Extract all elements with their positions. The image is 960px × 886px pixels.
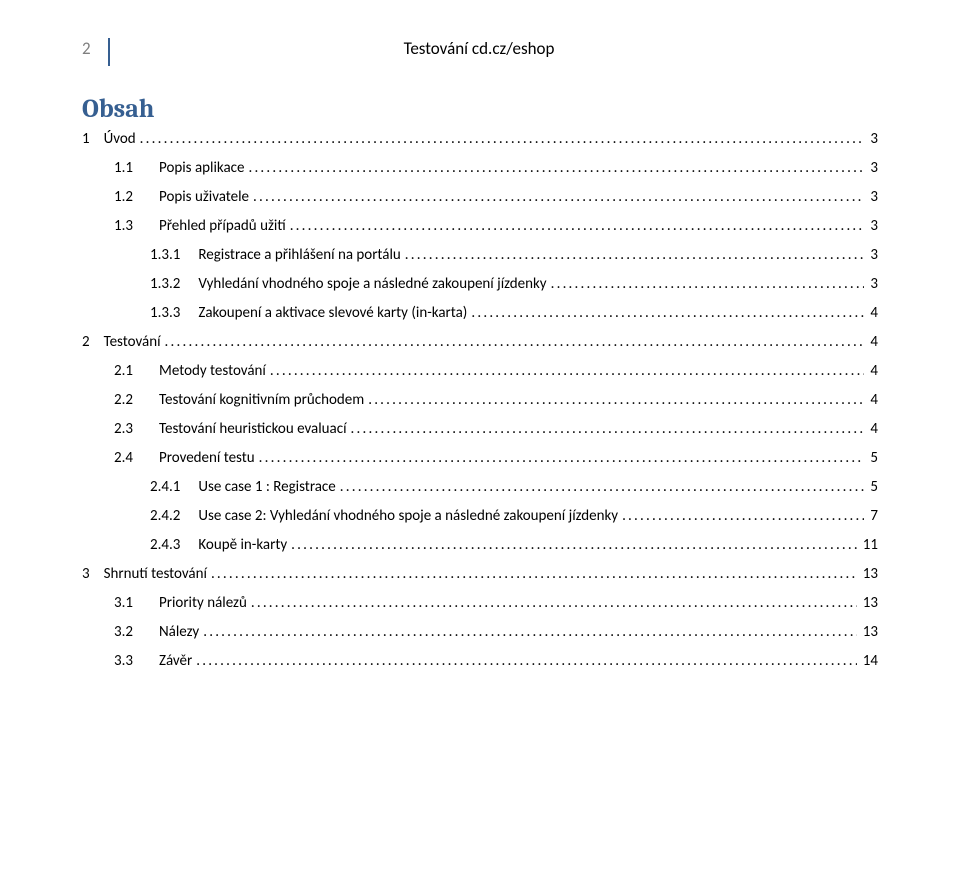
toc-entry-page: 5 — [868, 480, 878, 495]
toc-entry[interactable]: 2.4.2 Use case 2: Vyhledání vhodného spoj… — [82, 509, 878, 524]
toc-entry-page: 3 — [868, 132, 878, 147]
toc-entry-page: 4 — [868, 364, 878, 379]
toc-entry-title: Zakoupení a aktivace slevové karty (in-k… — [198, 306, 467, 321]
toc-entry-title: Use case 1 : Registrace — [198, 480, 335, 495]
toc-entry[interactable]: 2.3 Testování heuristickou evaluací 4 — [82, 422, 878, 437]
toc-leader-dots — [368, 393, 864, 408]
toc-entry-number: 2.3 — [114, 422, 133, 437]
toc-leader-dots — [196, 654, 857, 669]
toc-entry-number: 1.1 — [114, 161, 133, 176]
toc-entry-title: Úvod — [104, 132, 136, 147]
toc-entry-page: 4 — [868, 306, 878, 321]
toc-leader-dots — [340, 480, 865, 495]
toc-entry[interactable]: 3.1 Priority nálezů 13 — [82, 596, 878, 611]
toc-entry-number: 2.2 — [114, 393, 133, 408]
toc-leader-dots — [253, 190, 864, 205]
toc-leader-dots — [251, 596, 857, 611]
toc-entry-number: 2 — [82, 335, 90, 350]
toc-entry-number: 3 — [82, 567, 90, 582]
toc-leader-dots — [270, 364, 865, 379]
toc-entry-number: 3.1 — [114, 596, 133, 611]
toc-entry[interactable]: 1.1 Popis aplikace 3 — [82, 161, 878, 176]
toc-entry-page: 3 — [868, 190, 878, 205]
toc-entry[interactable]: 1.3.3 Zakoupení a aktivace slevové karty … — [82, 306, 878, 321]
toc-entry[interactable]: 3 Shrnutí testování 13 — [82, 567, 878, 582]
toc-entry-number: 1.2 — [114, 190, 133, 205]
toc-entry-number: 1.3.2 — [150, 277, 180, 292]
toc-entry-page: 4 — [868, 422, 878, 437]
toc-entry-page: 3 — [868, 161, 878, 176]
toc-entry-title: Testování heuristickou evaluací — [159, 422, 347, 437]
toc-leader-dots — [405, 248, 865, 263]
document-title: Testování cd.cz/eshop — [80, 38, 878, 59]
toc-entry[interactable]: 1.2 Popis uživatele 3 — [82, 190, 878, 205]
toc-leader-dots — [203, 625, 857, 640]
toc-leader-dots — [211, 567, 857, 582]
toc-entry[interactable]: 1.3.1 Registrace a přihlášení na portálu 3 — [82, 248, 878, 263]
toc-leader-dots — [291, 538, 857, 553]
toc-entry-page: 5 — [868, 451, 878, 466]
toc-entry-title: Provedení testu — [159, 451, 255, 466]
toc-entry-number: 3.3 — [114, 654, 133, 669]
toc-entry-title: Závěr — [159, 654, 192, 669]
toc-entry[interactable]: 2.4.3 Koupě in-karty 11 — [82, 538, 878, 553]
toc-entry-number: 2.4 — [114, 451, 133, 466]
toc-entry-number: 2.4.2 — [150, 509, 180, 524]
toc-leader-dots — [259, 451, 865, 466]
toc-leader-dots — [248, 161, 864, 176]
toc-entry-title: Vyhledání vhodného spoje a následné zako… — [198, 277, 546, 292]
toc-entry-page: 11 — [861, 538, 878, 553]
toc-entry-number: 2.4.3 — [150, 538, 180, 553]
toc-entry-page: 3 — [868, 219, 878, 234]
toc-leader-dots — [140, 132, 865, 147]
toc-entry-page: 4 — [868, 335, 878, 350]
toc-entry[interactable]: 3.2 Nálezy 13 — [82, 625, 878, 640]
toc-entry-number: 3.2 — [114, 625, 133, 640]
toc-entry[interactable]: 2.1 Metody testování 4 — [82, 364, 878, 379]
toc-entry-title: Shrnutí testování — [104, 567, 207, 582]
toc-entry-title: Use case 2: Vyhledání vhodného spoje a n… — [198, 509, 618, 524]
toc-entry[interactable]: 1.3 Přehled případů užití 3 — [82, 219, 878, 234]
toc-leader-dots — [290, 219, 865, 234]
toc-heading: Obsah — [82, 94, 878, 124]
toc-entry-number: 1 — [82, 132, 90, 147]
toc-leader-dots — [551, 277, 865, 292]
toc-entry[interactable]: 1 Úvod 3 — [82, 132, 878, 147]
toc-entry-number: 2.1 — [114, 364, 133, 379]
toc-entry[interactable]: 2 Testování 4 — [82, 335, 878, 350]
toc-entry-title: Nálezy — [159, 625, 199, 640]
toc-entry-page: 13 — [861, 596, 878, 611]
toc-entry-number: 2.4.1 — [150, 480, 180, 495]
toc-leader-dots — [351, 422, 865, 437]
toc-entry-page: 3 — [868, 248, 878, 263]
toc-entry-title: Popis uživatele — [159, 190, 249, 205]
table-of-contents: 1 Úvod 3 1.1 Popis aplikace 3 1.2 Popis uživate… — [82, 132, 878, 669]
toc-entry-title: Koupě in-karty — [198, 538, 287, 553]
page-header: 2 Testování cd.cz/eshop — [82, 38, 878, 66]
toc-leader-dots — [165, 335, 865, 350]
toc-entry-page: 4 — [868, 393, 878, 408]
toc-entry-title: Priority nálezů — [159, 596, 247, 611]
toc-entry[interactable]: 2.2 Testování kognitivním průchodem 4 — [82, 393, 878, 408]
toc-entry-number: 1.3.3 — [150, 306, 180, 321]
toc-entry-title: Testování kognitivním průchodem — [159, 393, 364, 408]
toc-entry-page: 13 — [861, 567, 878, 582]
toc-entry-title: Registrace a přihlášení na portálu — [198, 248, 400, 263]
toc-entry-title: Přehled případů užití — [159, 219, 286, 234]
toc-entry-title: Testování — [104, 335, 161, 350]
toc-leader-dots — [471, 306, 864, 321]
toc-entry-page: 14 — [861, 654, 878, 669]
toc-entry-number: 1.3.1 — [150, 248, 180, 263]
toc-entry-title: Metody testování — [159, 364, 266, 379]
toc-entry-page: 13 — [861, 625, 878, 640]
toc-entry[interactable]: 2.4.1 Use case 1 : Registrace 5 — [82, 480, 878, 495]
toc-entry[interactable]: 2.4 Provedení testu 5 — [82, 451, 878, 466]
toc-entry[interactable]: 1.3.2 Vyhledání vhodného spoje a následné… — [82, 277, 878, 292]
toc-entry-number: 1.3 — [114, 219, 133, 234]
toc-entry-page: 3 — [868, 277, 878, 292]
toc-entry[interactable]: 3.3 Závěr 14 — [82, 654, 878, 669]
toc-entry-title: Popis aplikace — [159, 161, 244, 176]
toc-leader-dots — [622, 509, 864, 524]
toc-entry-page: 7 — [868, 509, 878, 524]
